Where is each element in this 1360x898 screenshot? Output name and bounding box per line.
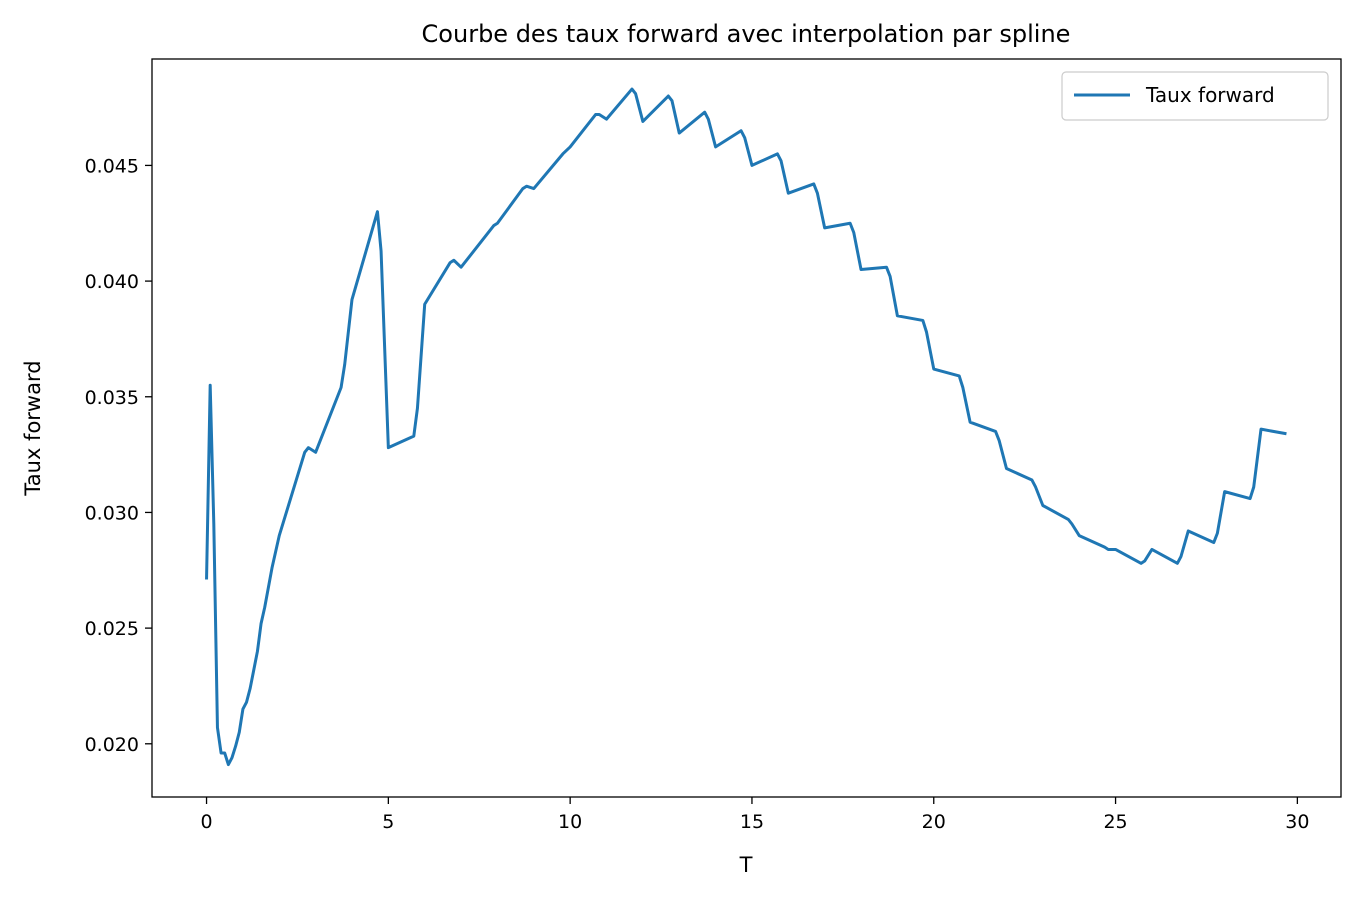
y-tick-label: 0.045 — [85, 155, 139, 177]
x-tick-label: 5 — [382, 811, 394, 833]
x-axis-label: T — [739, 853, 753, 877]
y-tick-label: 0.020 — [85, 734, 139, 756]
y-tick-label: 0.040 — [85, 271, 139, 293]
x-tick-label: 25 — [1103, 811, 1127, 833]
y-axis-label: Taux forward — [21, 360, 45, 496]
legend: Taux forward — [1061, 71, 1329, 121]
y-tick-label: 0.035 — [85, 387, 139, 409]
x-tick-label: 30 — [1285, 811, 1309, 833]
legend-entry-taux-forward: Taux forward — [1145, 83, 1275, 107]
x-tick-label: 10 — [558, 811, 582, 833]
legend-box — [1061, 71, 1329, 121]
plot-area — [151, 58, 1342, 798]
x-tick-label: 20 — [922, 811, 946, 833]
x-tick-label: 15 — [740, 811, 764, 833]
series-line-taux-forward — [205, 87, 1287, 767]
y-axis: 0.020 0.025 0.030 0.035 0.040 0.045 — [85, 155, 152, 756]
y-tick-label: 0.030 — [85, 502, 139, 524]
plot-frame — [151, 58, 1342, 798]
y-tick-label: 0.025 — [85, 618, 139, 640]
chart-title: Courbe des taux forward avec interpolati… — [422, 20, 1071, 48]
x-tick-label: 0 — [200, 811, 212, 833]
x-axis: 0 5 10 15 20 25 30 — [200, 797, 1309, 833]
